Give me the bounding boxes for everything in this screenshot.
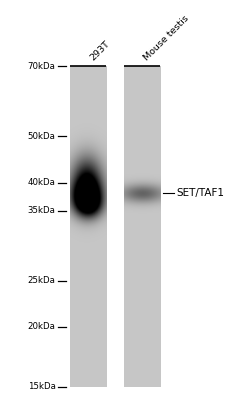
Text: 20kDa: 20kDa	[27, 322, 55, 332]
Text: 15kDa: 15kDa	[27, 382, 55, 391]
Text: 293T: 293T	[88, 39, 111, 62]
Bar	[70, 66, 106, 387]
Bar	[123, 66, 159, 387]
Text: 70kDa: 70kDa	[27, 62, 55, 71]
Text: 40kDa: 40kDa	[27, 178, 55, 187]
Text: 50kDa: 50kDa	[27, 132, 55, 141]
Text: Mouse testis: Mouse testis	[141, 14, 190, 62]
Text: 35kDa: 35kDa	[27, 206, 55, 215]
Text: SET/TAF1: SET/TAF1	[176, 188, 223, 198]
Text: 25kDa: 25kDa	[27, 276, 55, 285]
